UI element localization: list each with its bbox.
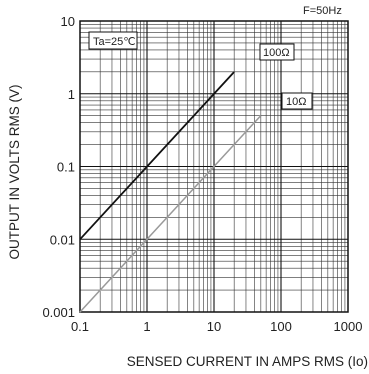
series-layer <box>79 71 262 313</box>
series-10-label: 10Ω <box>286 96 306 108</box>
y-tick-label: 1 <box>68 87 75 102</box>
corner-note: F=50Hz <box>303 5 342 17</box>
x-tick-label: 100 <box>270 319 292 334</box>
series-line-10-ohm <box>79 115 262 313</box>
x-tick-label: 1 <box>143 319 150 334</box>
y-tick-label: 0.1 <box>57 160 75 175</box>
y-tick-label: 0.01 <box>50 232 75 247</box>
y-tick-label: 10 <box>61 14 75 29</box>
series-line-100-ohm <box>79 71 235 240</box>
y-tick-label: 0.001 <box>42 305 75 320</box>
x-tick-label: 1000 <box>334 319 363 334</box>
x-axis-label: SENSED CURRENT IN AMPS RMS (Io) <box>127 354 368 369</box>
y-tick-labels: 0.001 0.01 0.1 1 10 <box>42 14 75 320</box>
condition-label-box <box>88 31 138 50</box>
x-tick-labels: 0.1 1 10 100 1000 <box>71 319 363 334</box>
plot-frame <box>79 20 349 313</box>
x-tick-label: 10 <box>207 319 221 334</box>
series-100-label: 100Ω <box>263 47 290 59</box>
series-10-label-box <box>281 92 313 110</box>
series-100-label-box <box>259 43 295 61</box>
condition-label: Ta=25℃ <box>93 36 136 48</box>
x-tick-label: 0.1 <box>71 319 89 334</box>
y-axis-label: OUTPUT IN VOLTS RMS (V) <box>7 84 22 259</box>
